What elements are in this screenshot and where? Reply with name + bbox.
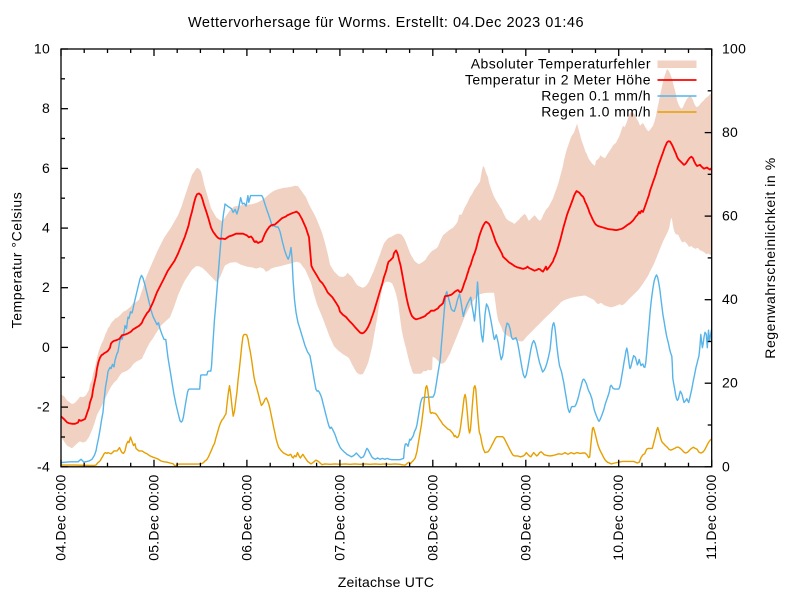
svg-text:Regen 1.0 mm/h: Regen 1.0 mm/h [541,104,651,120]
svg-text:04.Dec 00:00: 04.Dec 00:00 [53,475,69,561]
svg-text:20: 20 [722,375,738,391]
svg-text:40: 40 [722,291,738,307]
svg-text:80: 80 [722,124,738,140]
svg-text:Regen 0.1 mm/h: Regen 0.1 mm/h [541,88,651,104]
svg-text:08.Dec 00:00: 08.Dec 00:00 [424,475,440,561]
svg-text:60: 60 [722,208,738,224]
svg-text:10.Dec 00:00: 10.Dec 00:00 [610,475,626,561]
svg-text:09.Dec 00:00: 09.Dec 00:00 [517,475,533,561]
svg-text:0: 0 [42,339,50,355]
svg-text:6: 6 [42,160,50,176]
svg-text:10: 10 [34,41,50,57]
svg-text:100: 100 [722,41,746,57]
svg-text:Absoluter Temperaturfehler: Absoluter Temperaturfehler [471,56,651,72]
svg-text:-2: -2 [37,399,50,415]
svg-text:-4: -4 [37,458,50,474]
svg-text:Temperatur in 2 Meter Höhe: Temperatur in 2 Meter Höhe [465,72,651,88]
svg-text:06.Dec 00:00: 06.Dec 00:00 [238,475,254,561]
svg-text:Zeitachse UTC: Zeitachse UTC [338,574,435,590]
svg-text:8: 8 [42,100,50,116]
svg-text:Wettervorhersage für Worms. Er: Wettervorhersage für Worms. Erstellt: 04… [188,15,584,31]
svg-text:Temperatur °Celsius: Temperatur °Celsius [9,192,25,329]
svg-text:05.Dec 00:00: 05.Dec 00:00 [146,475,162,561]
svg-text:2: 2 [42,279,50,295]
svg-text:Regenwahrscheinlichkeit in %: Regenwahrscheinlichkeit in % [762,157,778,358]
svg-text:11.Dec 00:00: 11.Dec 00:00 [703,475,719,560]
svg-text:07.Dec 00:00: 07.Dec 00:00 [331,475,347,561]
svg-text:0: 0 [722,458,730,474]
svg-text:4: 4 [42,220,50,236]
